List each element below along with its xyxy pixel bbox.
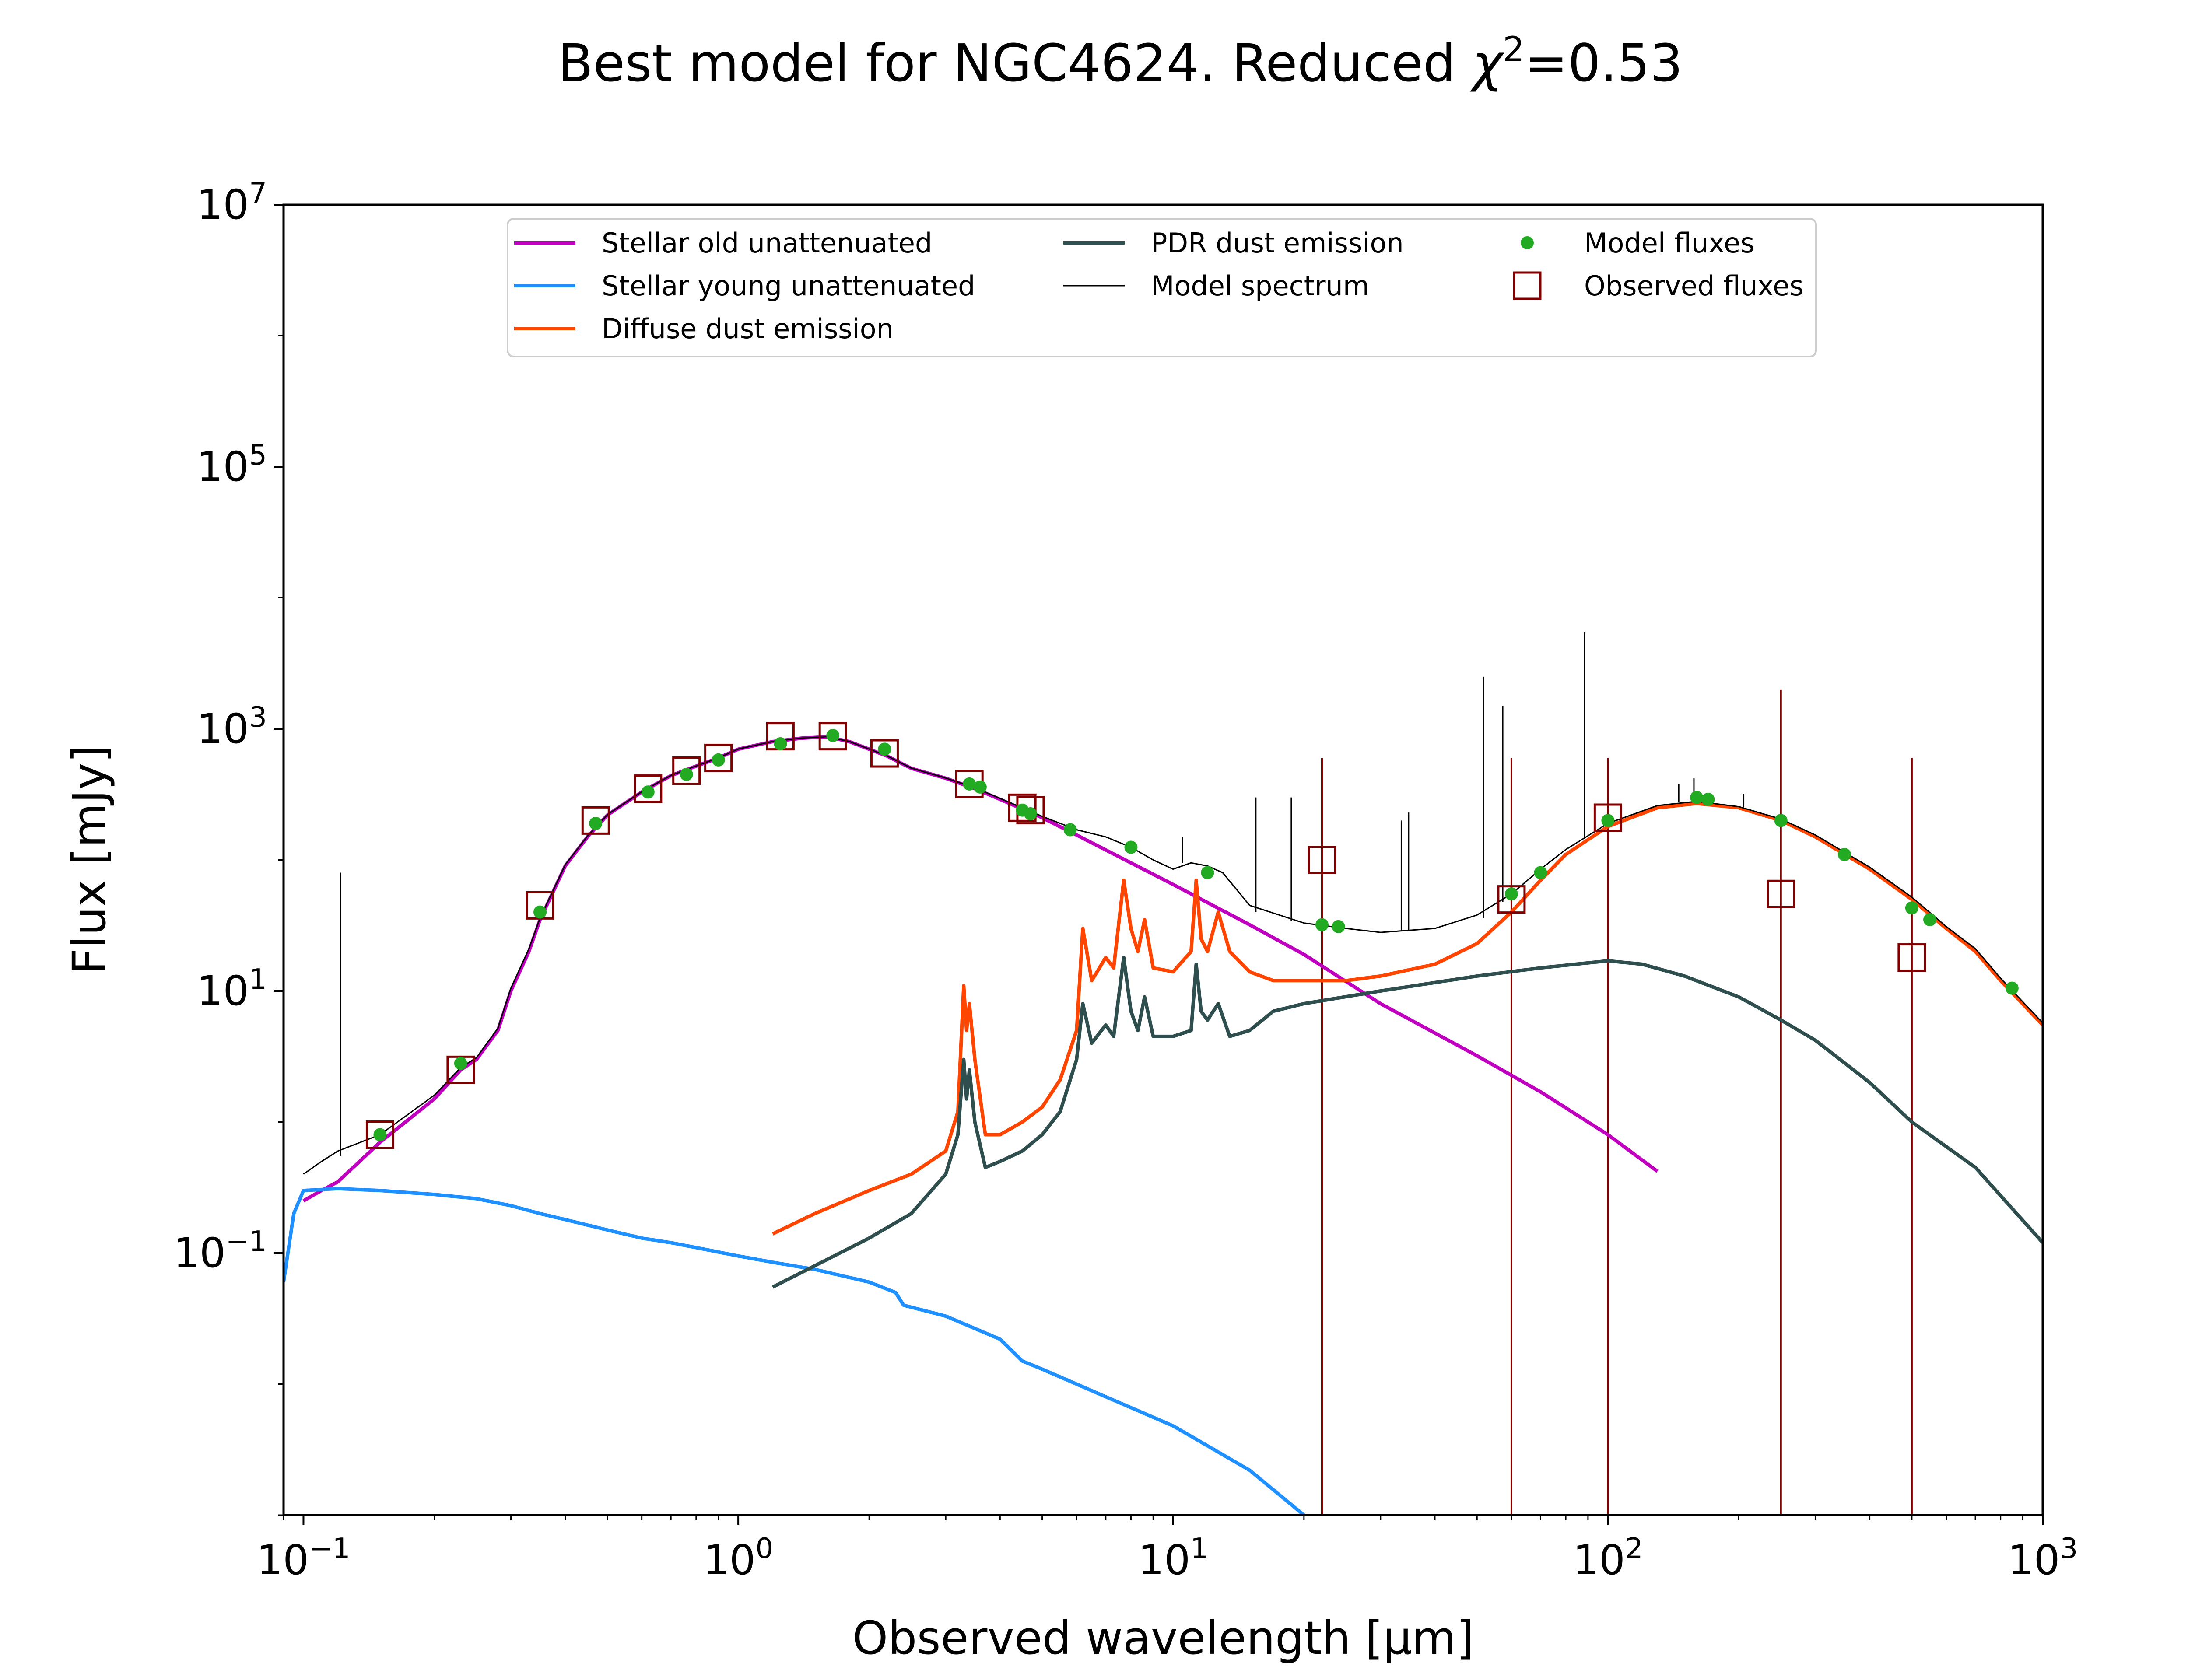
y-tick-label-1: 101 xyxy=(197,963,267,1015)
legend-swatch xyxy=(1521,236,1534,249)
observed-flux-9 xyxy=(870,739,899,768)
chart-title-main: Best model for NGC4624. Reduced xyxy=(558,33,1473,93)
axis-ticks: 10−1 100 101 102 103 10−1 101 103 105 107 xyxy=(173,177,2078,1584)
series-stellar-young-unattenuated xyxy=(284,1186,1305,1515)
x-tick-label-0: 10−1 xyxy=(256,1533,350,1584)
model-flux-25 xyxy=(1837,848,1851,861)
y-axis-label: Flux [mJy] xyxy=(63,745,116,974)
chart-title-chi: χ xyxy=(1469,33,1504,93)
observed-flux-4 xyxy=(634,774,663,803)
model-flux-2 xyxy=(533,905,547,919)
legend-box xyxy=(507,218,1817,357)
model-flux-7 xyxy=(774,737,787,750)
observed-flux-1 xyxy=(446,1055,475,1084)
observed-flux-14 xyxy=(1497,885,1526,914)
y-tick-label-3: 105 xyxy=(197,439,267,491)
legend-label: Stellar old unattenuated xyxy=(602,227,932,259)
model-flux-8 xyxy=(826,729,840,742)
model-flux-26 xyxy=(1905,901,1918,915)
model-flux-22 xyxy=(1690,791,1704,804)
series-model-spectrum xyxy=(303,736,2043,1175)
legend-label: Observed fluxes xyxy=(1584,270,1804,302)
model-flux-5 xyxy=(680,767,693,781)
plot-frame xyxy=(282,203,2044,1516)
model-flux-19 xyxy=(1504,887,1518,901)
x-tick-label-1: 100 xyxy=(703,1533,773,1584)
chart-title-value: =0.53 xyxy=(1525,33,1683,93)
y-tick-label-4: 107 xyxy=(197,177,267,229)
chart-title-chi-sup: 2 xyxy=(1503,30,1525,70)
model-flux-10 xyxy=(963,777,976,791)
x-axis-label: Observed wavelength [μm] xyxy=(852,1611,1474,1665)
model-flux-18 xyxy=(1332,920,1345,933)
model-flux-4 xyxy=(641,785,655,799)
model-flux-13 xyxy=(1024,807,1037,821)
observed-flux-15 xyxy=(1593,803,1622,832)
observed-flux-11 xyxy=(1008,793,1037,822)
plot-area xyxy=(284,632,2043,1515)
model-flux-16 xyxy=(1201,866,1214,879)
model-flux-24 xyxy=(1774,814,1788,827)
legend-label: Model spectrum xyxy=(1151,270,1369,302)
model-flux-0 xyxy=(373,1128,387,1141)
legend-label: PDR dust emission xyxy=(1151,227,1404,259)
model-flux-11 xyxy=(973,780,987,794)
observed-flux-13 xyxy=(1308,846,1336,874)
legend-item-observed-fluxes: Observed fluxes xyxy=(1513,270,1804,302)
observed-flux-8 xyxy=(818,722,847,751)
legend-item-model-spectrum: Model spectrum xyxy=(1063,270,1369,302)
legend-label: Diffuse dust emission xyxy=(602,313,894,345)
legend-item-stellar-old-unattenuated: Stellar old unattenuated xyxy=(514,227,932,259)
model-flux-15 xyxy=(1124,840,1138,854)
observed-flux-0 xyxy=(365,1120,394,1149)
x-tick-label-2: 101 xyxy=(1138,1533,1208,1584)
y-tick-label-2: 103 xyxy=(197,701,267,753)
observed-flux-17 xyxy=(1897,943,1926,972)
chart-title: Best model for NGC4624. Reduced χ2=0.53 xyxy=(558,30,1683,93)
model-flux-27 xyxy=(1923,913,1937,927)
model-flux-20 xyxy=(1534,866,1547,879)
x-tick-label-4: 103 xyxy=(2008,1533,2078,1584)
observed-flux-16 xyxy=(1767,879,1795,908)
observed-flux-5 xyxy=(672,756,701,785)
legend-item-pdr-dust-emission: PDR dust emission xyxy=(1063,227,1404,259)
observed-flux-6 xyxy=(704,743,733,772)
model-flux-21 xyxy=(1601,814,1615,827)
model-flux-14 xyxy=(1063,823,1077,836)
model-flux-6 xyxy=(712,753,725,766)
model-flux-23 xyxy=(1701,793,1715,806)
y-tick-label-0: 10−1 xyxy=(173,1225,267,1277)
model-flux-1 xyxy=(454,1057,467,1070)
legend-item-diffuse-dust-emission: Diffuse dust emission xyxy=(514,313,894,345)
legend-item-stellar-young-unattenuated: Stellar young unattenuated xyxy=(514,270,975,302)
model-flux-9 xyxy=(878,742,891,756)
observed-flux-3 xyxy=(581,806,610,835)
series-pdr-dust-emission xyxy=(771,956,2043,1289)
legend-label: Stellar young unattenuated xyxy=(602,270,975,302)
legend: Stellar old unattenuated Stellar young un… xyxy=(507,218,1817,357)
model-flux-17 xyxy=(1315,918,1329,931)
x-tick-label-3: 102 xyxy=(1573,1533,1643,1584)
legend-swatch xyxy=(1513,271,1542,300)
model-flux-3 xyxy=(589,817,603,830)
legend-item-model-fluxes: Model fluxes xyxy=(1521,227,1754,259)
legend-label: Model fluxes xyxy=(1584,227,1754,259)
model-flux-28 xyxy=(2005,981,2019,995)
